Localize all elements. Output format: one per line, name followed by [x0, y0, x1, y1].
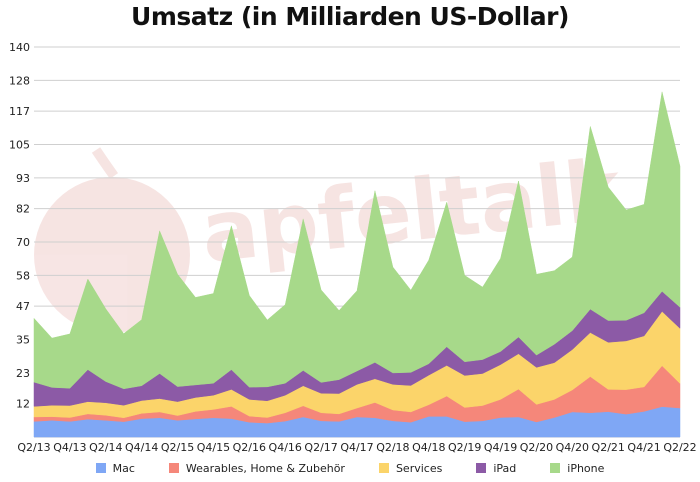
x-tick-label: Q2/15 [161, 441, 194, 454]
x-tick-label: Q4/14 [125, 441, 158, 454]
x-tick-label: Q4/16 [269, 441, 302, 454]
legend-label: Services [395, 461, 443, 475]
y-tick-label: 58 [16, 269, 30, 282]
y-tick-label: 140 [9, 41, 30, 54]
legend-label: Mac [112, 461, 135, 475]
x-tick-label: Q4/20 [556, 441, 589, 454]
x-tick-label: Q4/21 [627, 441, 660, 454]
x-tick-label: Q2/16 [233, 441, 266, 454]
legend-swatch [168, 463, 179, 473]
legend-item: iPad [476, 459, 516, 477]
stacked-areas [33, 91, 681, 438]
y-tick-label: 117 [9, 105, 30, 118]
y-tick-label: 12 [16, 398, 30, 411]
y-tick-label: 128 [9, 74, 30, 87]
legend-item: iPhone [550, 459, 604, 477]
svg-text:apfeltalk: apfeltalk [197, 140, 628, 282]
series-area-iphone [33, 91, 681, 390]
legend-swatch [550, 463, 561, 473]
legend-item: Wearables, Home & Zubehör [168, 459, 345, 477]
x-tick-label: Q4/13 [53, 441, 86, 454]
y-tick-label: 105 [9, 139, 30, 152]
x-tick-label: Q2/17 [304, 441, 337, 454]
x-tick-label: Q2/20 [520, 441, 553, 454]
legend-label: Wearables, Home & Zubehör [185, 461, 345, 475]
x-tick-label: Q4/17 [340, 441, 373, 454]
y-tick-label: 35 [16, 334, 30, 347]
x-tick-label: Q4/19 [484, 441, 517, 454]
y-tick-label: 23 [16, 367, 30, 380]
y-tick-label: 93 [16, 172, 30, 185]
chart-title: Umsatz (in Milliarden US-Dollar) [131, 2, 569, 31]
legend-swatch [476, 463, 487, 473]
legend: Mac Wearables, Home & Zubehör Services iPad… [0, 459, 700, 477]
x-tick-label: Q2/14 [89, 441, 122, 454]
legend-swatch [95, 463, 106, 473]
legend-label: iPad [493, 461, 517, 475]
x-tick-label: Q2/18 [376, 441, 409, 454]
y-tick-label: 82 [16, 203, 30, 216]
legend-swatch [378, 463, 389, 473]
x-tick-label: Q2/21 [592, 441, 625, 454]
x-tick-label: Q2/19 [448, 441, 481, 454]
x-tick-label: Q2/13 [17, 441, 50, 454]
x-tick-label: Q4/18 [412, 441, 445, 454]
y-tick-label: 47 [16, 300, 30, 313]
legend-label: iPhone [567, 461, 605, 475]
x-tick-label: Q4/15 [197, 441, 230, 454]
legend-item: Mac [95, 459, 135, 477]
y-tick-label: 70 [16, 236, 30, 249]
legend-item: Services [378, 459, 443, 477]
x-tick-label: Q2/22 [663, 441, 696, 454]
